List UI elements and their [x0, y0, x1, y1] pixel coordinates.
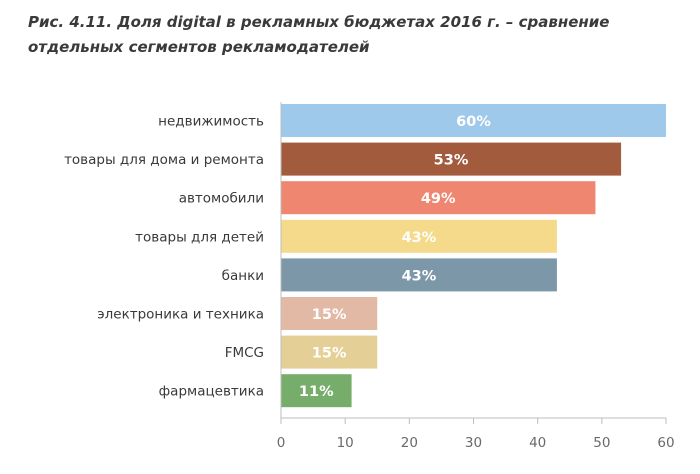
- x-tick-label-0: 0: [277, 435, 286, 451]
- value-label-7: 15%: [312, 346, 347, 362]
- value-label-5: 43%: [402, 268, 437, 284]
- category-label-4: товары для детей: [135, 229, 264, 245]
- x-tick-label-50: 50: [593, 435, 610, 451]
- figure-caption: Рис. 4.11. Доля digital в рекламных бюдж…: [28, 13, 610, 56]
- x-tick-label-60: 60: [657, 435, 674, 451]
- category-label-1: недвижимость: [158, 114, 264, 130]
- category-label-2: товары для дома и ремонта: [64, 152, 264, 168]
- x-tick-label-30: 30: [465, 435, 482, 451]
- x-tick-label-40: 40: [529, 435, 546, 451]
- value-label-2: 53%: [434, 153, 469, 169]
- bar-5: [281, 258, 557, 292]
- bar-1: [281, 104, 666, 137]
- category-label-7: FMCG: [225, 345, 264, 361]
- x-tick-label-20: 20: [401, 435, 418, 451]
- category-label-6: электроника и техника: [97, 307, 264, 323]
- bar-3: [281, 181, 596, 215]
- value-label-3: 49%: [421, 191, 456, 207]
- bar-6: [281, 297, 378, 330]
- value-label-8: 11%: [299, 384, 334, 400]
- category-label-8: фармацевтика: [159, 384, 264, 400]
- bar-4: [281, 219, 557, 253]
- category-label-5: банки: [222, 268, 264, 284]
- value-label-6: 15%: [312, 307, 347, 323]
- category-label-3: автомобили: [179, 191, 264, 207]
- value-label-1: 60%: [456, 114, 491, 130]
- value-label-4: 43%: [402, 230, 437, 246]
- bar-2: [281, 142, 622, 176]
- x-tick-label-10: 10: [337, 435, 354, 451]
- bar-7: [281, 335, 378, 369]
- bar-8: [281, 374, 352, 408]
